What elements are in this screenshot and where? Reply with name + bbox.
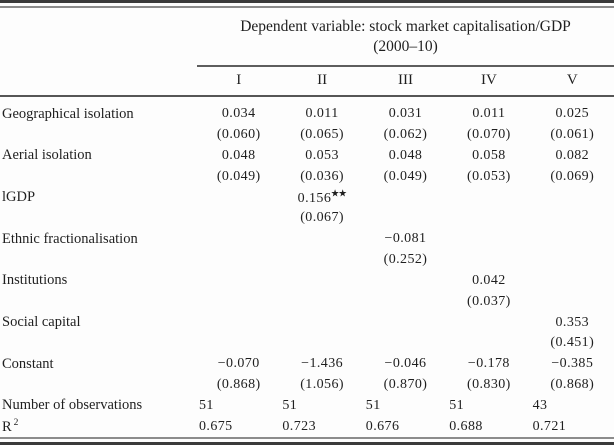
coef-cell: 0.353 — [555, 314, 590, 330]
se-cell: (0.868) — [550, 377, 595, 393]
coef-cell: 0.011 — [472, 106, 506, 122]
column-header-2: II — [317, 72, 328, 89]
se-cell: (0.870) — [383, 377, 428, 393]
coef-cell: 0.031 — [388, 106, 423, 122]
coef-cell: 0.053 — [305, 147, 339, 163]
row-label-social-capital: Social capital — [2, 314, 81, 331]
coef-cell: 0.058 — [472, 147, 506, 163]
r-squared-base: R — [2, 418, 12, 435]
se-cell: (0.053) — [467, 168, 511, 184]
se-cell: (0.036) — [300, 168, 344, 184]
coef-cell: 0.034 — [221, 106, 256, 122]
dependent-variable-line1: Dependent variable: stock market capital… — [240, 17, 571, 35]
obs-cell: 43 — [532, 397, 548, 413]
r-squared-exponent: 2 — [13, 417, 19, 428]
se-cell: (0.062) — [383, 126, 428, 142]
r2-cell: 0.721 — [532, 418, 567, 434]
r2-cell: 0.688 — [449, 418, 483, 434]
top-double-rule — [0, 0, 614, 8]
row-label-geographical-isolation: Geographical isolation — [2, 105, 134, 122]
coef-cell: −0.070 — [217, 356, 260, 372]
column-header-1: I — [236, 72, 242, 89]
row-label-institutions: Institutions — [2, 272, 68, 289]
se-cell: (0.868) — [216, 377, 261, 393]
se-cell: (0.069) — [550, 168, 595, 184]
header-rule — [0, 94, 614, 97]
coef-cell: −0.178 — [467, 356, 510, 372]
se-cell: (0.067) — [300, 210, 344, 226]
coef-cell: 0.011 — [305, 106, 339, 122]
se-cell: (0.252) — [383, 252, 428, 267]
dependent-variable-line2: (2000–10) — [373, 37, 438, 55]
coef-cell: 0.042 — [472, 272, 506, 288]
se-cell: (0.061) — [550, 126, 595, 142]
se-cell: (0.070) — [467, 126, 511, 142]
bottom-double-rule — [0, 437, 614, 445]
row-label-constant: Constant — [2, 355, 54, 372]
r2-cell: 0.723 — [282, 418, 316, 434]
column-header-row: I II III IV V — [0, 67, 614, 94]
row-label-aerial-isolation: Aerial isolation — [2, 147, 92, 164]
se-cell: (0.060) — [216, 126, 261, 142]
r2-cell: 0.675 — [199, 418, 233, 434]
coef-cell: 0.156★★ — [280, 188, 363, 207]
row-label-ethnic-fractionalisation: Ethnic fractionalisation — [2, 230, 138, 247]
coef-cell: −0.081 — [384, 231, 427, 247]
coef-value: 0.156 — [297, 190, 332, 206]
se-cell: (0.037) — [467, 293, 511, 309]
row-label-lgdp: lGDP — [2, 188, 36, 205]
coef-cell: 0.048 — [221, 147, 256, 163]
coef-cell: 0.082 — [555, 147, 590, 163]
column-header-4: IV — [480, 72, 497, 89]
se-cell: (0.065) — [300, 126, 344, 142]
significance-stars: ★★ — [331, 187, 347, 198]
coef-cell: 0.025 — [555, 106, 590, 122]
se-cell: (0.451) — [550, 335, 595, 351]
se-cell: (0.049) — [383, 168, 428, 184]
coef-cell: −0.385 — [551, 356, 594, 372]
r2-cell: 0.676 — [365, 418, 400, 434]
coef-cell: −1.436 — [301, 356, 344, 372]
table-body: Geographical isolation 0.034 0.011 0.031… — [0, 97, 614, 438]
row-label-observations: Number of observations — [2, 397, 143, 414]
obs-cell: 51 — [282, 397, 298, 413]
column-header-3: III — [397, 72, 413, 89]
coef-cell: 0.048 — [388, 147, 423, 163]
obs-cell: 51 — [365, 397, 381, 413]
se-cell: (0.830) — [467, 377, 511, 393]
se-cell: (0.049) — [216, 168, 261, 184]
column-header-5: V — [566, 72, 578, 89]
obs-cell: 51 — [199, 397, 214, 413]
coef-cell: −0.046 — [384, 356, 427, 372]
obs-cell: 51 — [449, 397, 465, 413]
dependent-variable-header: Dependent variable: stock market capital… — [197, 8, 614, 57]
spanner-rule — [197, 57, 614, 68]
se-cell: (1.056) — [300, 377, 344, 393]
